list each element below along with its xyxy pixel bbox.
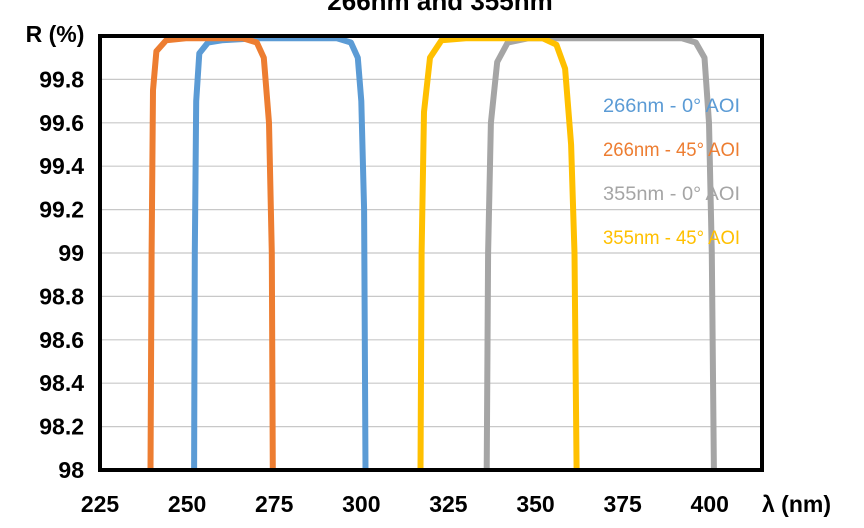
x-tick-label: 375	[603, 491, 642, 517]
legend-entry: 355nm - 45° AOI	[603, 228, 740, 249]
x-tick-labels: 225 250 275 300 325 350 375 400	[81, 491, 729, 517]
grid-lines	[100, 78, 762, 471]
y-tick-label: 99.6	[39, 110, 84, 136]
series-lines	[147, 35, 717, 471]
y-axis-label: R (%)	[26, 21, 85, 47]
series-line-1	[191, 35, 369, 471]
x-tick-label: 400	[691, 491, 729, 517]
plot-frame	[98, 34, 764, 472]
series-line-4	[417, 35, 580, 471]
legend-entry: 266nm - 0° AOI	[603, 96, 740, 117]
y-tick-label: 99.2	[39, 197, 84, 223]
x-tick-label: 275	[255, 491, 294, 517]
y-tick-labels: 98 98.2 98.4 98.6 98.8 99 99.2 99.4 99.6 99.8	[39, 66, 84, 483]
y-tick-label: 98.4	[39, 370, 84, 396]
x-tick-label: 325	[429, 491, 468, 517]
series-line-2	[147, 35, 276, 471]
legend-entry: 266nm - 45° AOI	[603, 140, 740, 161]
y-tick-label: 98.6	[39, 327, 84, 353]
x-tick-label: 225	[81, 491, 120, 517]
legend-entry: 355nm - 0° AOI	[603, 184, 740, 205]
y-tick-label: 99.4	[39, 153, 84, 179]
y-tick-label: 98.2	[39, 414, 84, 440]
y-tick-label: 98.8	[39, 283, 84, 309]
series-line-3	[483, 35, 717, 471]
x-axis-label: λ (nm)	[762, 491, 831, 517]
y-tick-label: 99.8	[39, 66, 84, 92]
x-tick-label: 300	[342, 491, 380, 517]
y-tick-label: 99	[58, 240, 84, 266]
x-tick-label: 350	[516, 491, 554, 517]
legend: 266nm - 0° AOI 266nm - 45° AOI 355nm - 0° …	[603, 96, 740, 249]
chart-title: 266nm and 355nm	[327, 0, 552, 16]
x-tick-label: 250	[168, 491, 206, 517]
y-tick-label: 98	[58, 457, 84, 483]
